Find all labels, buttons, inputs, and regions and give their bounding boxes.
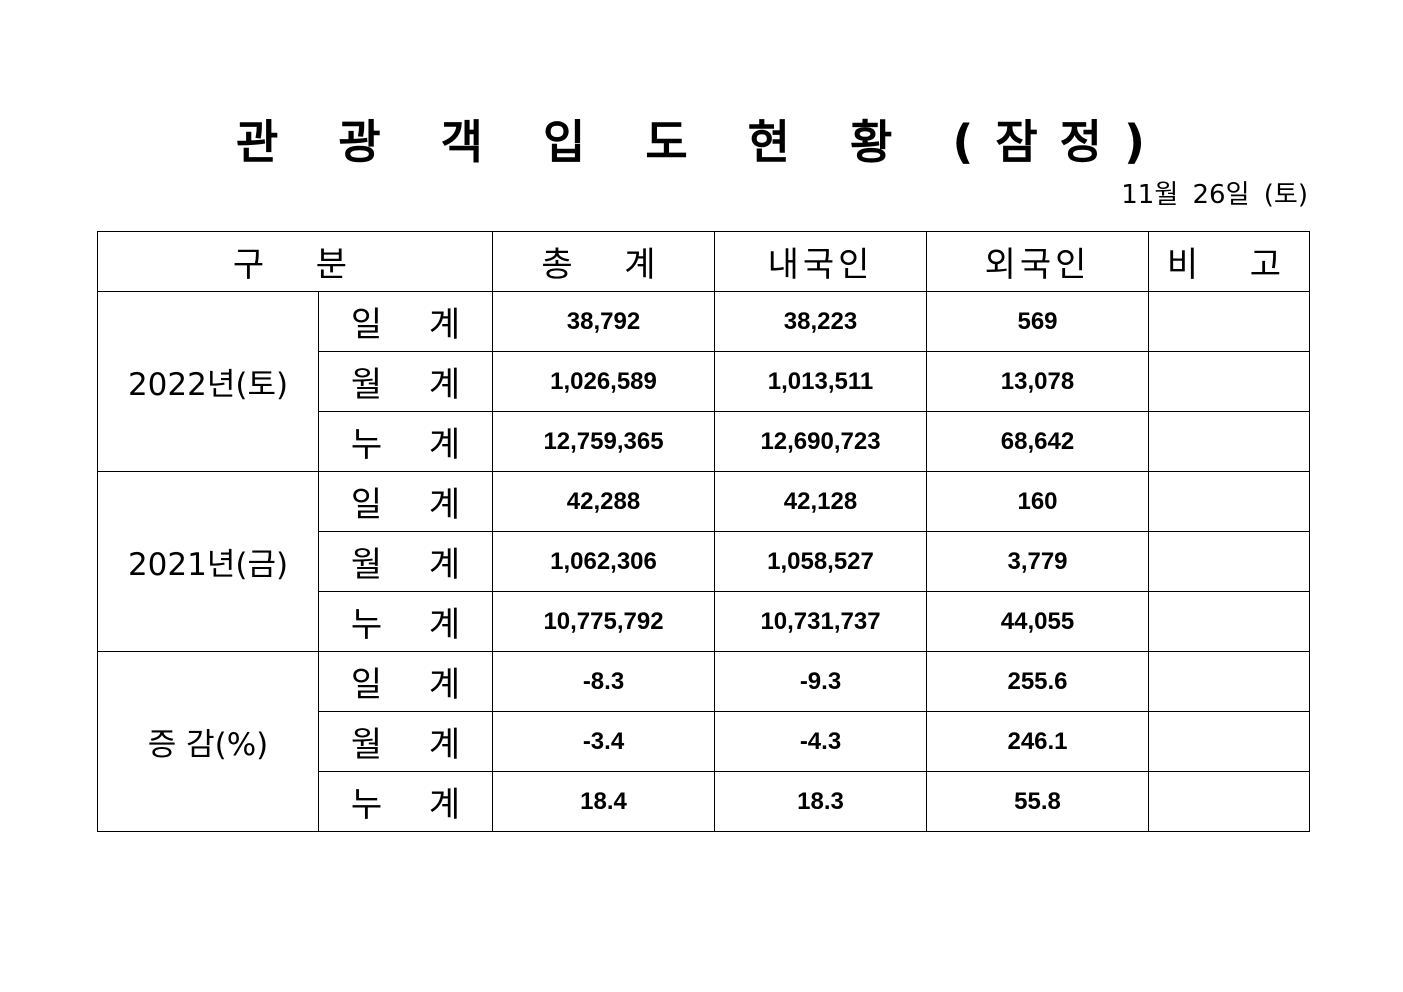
- foreign-cell: 55.8: [926, 771, 1149, 832]
- total-cell: 10,775,792: [492, 591, 715, 652]
- remarks-cell: [1148, 351, 1310, 412]
- total-cell: 42,288: [492, 471, 715, 532]
- remarks-cell: [1148, 471, 1310, 532]
- remarks-cell: [1148, 651, 1310, 712]
- header-category: 구 분: [97, 231, 493, 292]
- foreign-cell: 44,055: [926, 591, 1149, 652]
- total-cell: -8.3: [492, 651, 715, 712]
- header-row: 구 분 총 계 내국인 외국인 비 고: [97, 231, 1310, 292]
- total-cell: 1,062,306: [492, 531, 715, 592]
- foreign-cell: 246.1: [926, 711, 1149, 772]
- header-remarks: 비 고: [1148, 231, 1310, 292]
- header-domestic: 내국인: [714, 231, 927, 292]
- total-cell: -3.4: [492, 711, 715, 772]
- domestic-cell: -4.3: [714, 711, 927, 772]
- row-label: 월 계: [318, 531, 493, 592]
- total-cell: 38,792: [492, 291, 715, 352]
- foreign-cell: 13,078: [926, 351, 1149, 412]
- domestic-cell: 42,128: [714, 471, 927, 532]
- total-cell: 12,759,365: [492, 411, 715, 472]
- remarks-cell: [1148, 291, 1310, 352]
- group-label: 2021년(금): [97, 471, 319, 652]
- header-foreign: 외국인: [926, 231, 1149, 292]
- tourist-arrivals-table: 구 분 총 계 내국인 외국인 비 고 2022년(토) 일 계 38,792 38,…: [97, 231, 1310, 832]
- remarks-cell: [1148, 531, 1310, 592]
- domestic-cell: -9.3: [714, 651, 927, 712]
- domestic-cell: 1,013,511: [714, 351, 927, 412]
- domestic-cell: 10,731,737: [714, 591, 927, 652]
- domestic-cell: 38,223: [714, 291, 927, 352]
- remarks-cell: [1148, 411, 1310, 472]
- row-label: 일 계: [318, 291, 493, 352]
- total-cell: 1,026,589: [492, 351, 715, 412]
- table-row: 증 감(%) 일 계 -8.3 -9.3 255.6: [97, 651, 1310, 832]
- row-label: 누 계: [318, 771, 493, 832]
- row-label: 일 계: [318, 471, 493, 532]
- table-row: 누 계 10,775,792 10,731,737 44,055: [98, 591, 1310, 652]
- group-label: 2022년(토): [97, 291, 319, 472]
- row-label: 월 계: [318, 351, 493, 412]
- domestic-cell: 1,058,527: [714, 531, 927, 592]
- page-title: 관 광 객 입 도 현 황 (잠정): [235, 115, 1168, 169]
- remarks-cell: [1148, 591, 1310, 652]
- domestic-cell: 18.3: [714, 771, 927, 832]
- table-row: 월 계 -3.4 -4.3 246.1: [98, 711, 1310, 772]
- table-row: 누 계 18.4 18.3 55.8: [98, 771, 1310, 832]
- foreign-cell: 68,642: [926, 411, 1149, 472]
- row-label: 누 계: [318, 411, 493, 472]
- row-label: 일 계: [318, 651, 493, 712]
- foreign-cell: 160: [926, 471, 1149, 532]
- group-label: 증 감(%): [97, 651, 319, 832]
- table-row: 2022년(토) 일 계 38,792 38,223 569: [97, 291, 1310, 472]
- remarks-cell: [1148, 771, 1310, 832]
- table-row: 누 계 12,759,365 12,690,723 68,642: [98, 411, 1310, 472]
- row-label: 월 계: [318, 711, 493, 772]
- total-cell: 18.4: [492, 771, 715, 832]
- foreign-cell: 3,779: [926, 531, 1149, 592]
- row-label: 누 계: [318, 591, 493, 652]
- header-total: 총 계: [492, 231, 715, 292]
- foreign-cell: 255.6: [926, 651, 1149, 712]
- report-date: 11월 26일 (토): [1121, 180, 1308, 210]
- table-row: 2021년(금) 일 계 42,288 42,128 160: [97, 471, 1310, 652]
- domestic-cell: 12,690,723: [714, 411, 927, 472]
- foreign-cell: 569: [926, 291, 1149, 352]
- remarks-cell: [1148, 711, 1310, 772]
- table-row: 월 계 1,062,306 1,058,527 3,779: [98, 531, 1310, 592]
